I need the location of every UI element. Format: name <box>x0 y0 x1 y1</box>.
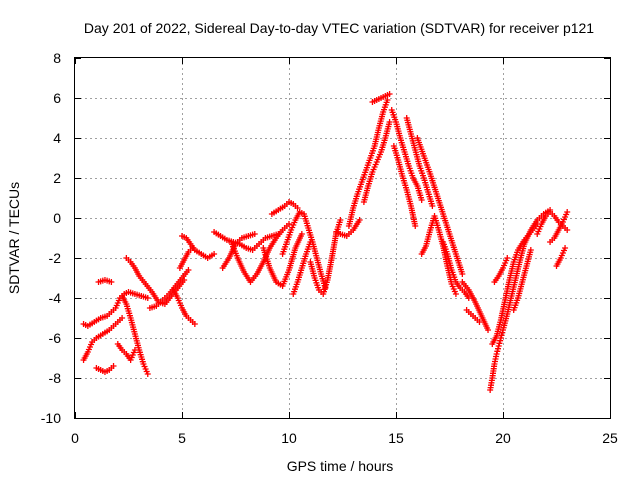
track-29-point <box>452 291 459 297</box>
track-19-point <box>307 239 314 245</box>
track-25-point <box>418 197 425 203</box>
y-tick-label: 8 <box>53 50 61 66</box>
track-32-point <box>476 319 483 325</box>
track-2-point <box>119 315 126 321</box>
track-31-point <box>485 327 492 333</box>
track-21-point <box>356 217 363 223</box>
y-tick-label: -10 <box>41 410 61 426</box>
y-tick-label: 4 <box>53 130 61 146</box>
track-33-point <box>497 337 504 344</box>
track-26-point <box>412 223 419 229</box>
track-33-point <box>499 329 506 336</box>
y-tick-labels: -10 -8 -6 -4 -2 0 2 4 6 8 <box>41 50 61 426</box>
track-10-point <box>191 321 198 327</box>
y-axis-label: SDTVAR / TECUs <box>6 182 22 294</box>
y-tick-label: -8 <box>49 370 62 386</box>
track-33-point <box>498 332 505 339</box>
track-5-point <box>144 295 151 301</box>
track-33-point <box>497 335 504 341</box>
track-7-point <box>144 371 151 377</box>
track-24-point <box>386 91 393 97</box>
y-tick-label: 6 <box>53 90 61 106</box>
x-tick-label: 10 <box>281 430 297 446</box>
y-tick-label: -2 <box>49 250 62 266</box>
track-33-point <box>493 351 500 357</box>
track-12-point <box>211 251 218 257</box>
track-9-point <box>185 267 192 273</box>
track-23-point <box>386 119 393 125</box>
track-35-point <box>504 255 511 261</box>
track-20-point <box>337 217 344 223</box>
x-tick-label: 25 <box>602 430 618 446</box>
track-17-point <box>294 205 301 211</box>
x-tick-label: 20 <box>495 430 511 446</box>
track-3-point <box>110 363 117 369</box>
track-38-point <box>564 209 571 215</box>
y-tick-label: 2 <box>53 170 61 186</box>
track-27-point <box>429 203 436 209</box>
axis-ticks <box>75 58 611 419</box>
track-39-point <box>562 245 569 251</box>
x-tick-labels: 0 5 10 15 20 25 <box>71 430 618 446</box>
y-tick-label: -6 <box>49 330 62 346</box>
track-33-point <box>495 343 502 349</box>
y-tick-label: 0 <box>53 210 61 226</box>
track-36-point <box>527 247 534 253</box>
track-33-point <box>494 348 501 355</box>
track-33-point <box>495 345 502 352</box>
track-37-point <box>564 227 571 233</box>
track-28-point <box>459 271 466 277</box>
data-points <box>80 91 571 393</box>
track-14-point <box>251 231 258 237</box>
track-16-point <box>298 231 305 237</box>
track-4-point <box>108 279 115 285</box>
y-tick-label: -4 <box>49 290 62 306</box>
track-15-point <box>286 221 292 227</box>
plot-frame <box>74 57 611 419</box>
x-tick-label: 5 <box>178 430 186 446</box>
track-33-point <box>496 340 503 347</box>
chart-title: Day 201 of 2022, Sidereal Day-to-day VTE… <box>84 20 594 36</box>
x-tick-label: 0 <box>71 430 79 446</box>
x-axis-label: GPS time / hours <box>287 458 394 474</box>
x-tick-label: 15 <box>388 430 404 446</box>
